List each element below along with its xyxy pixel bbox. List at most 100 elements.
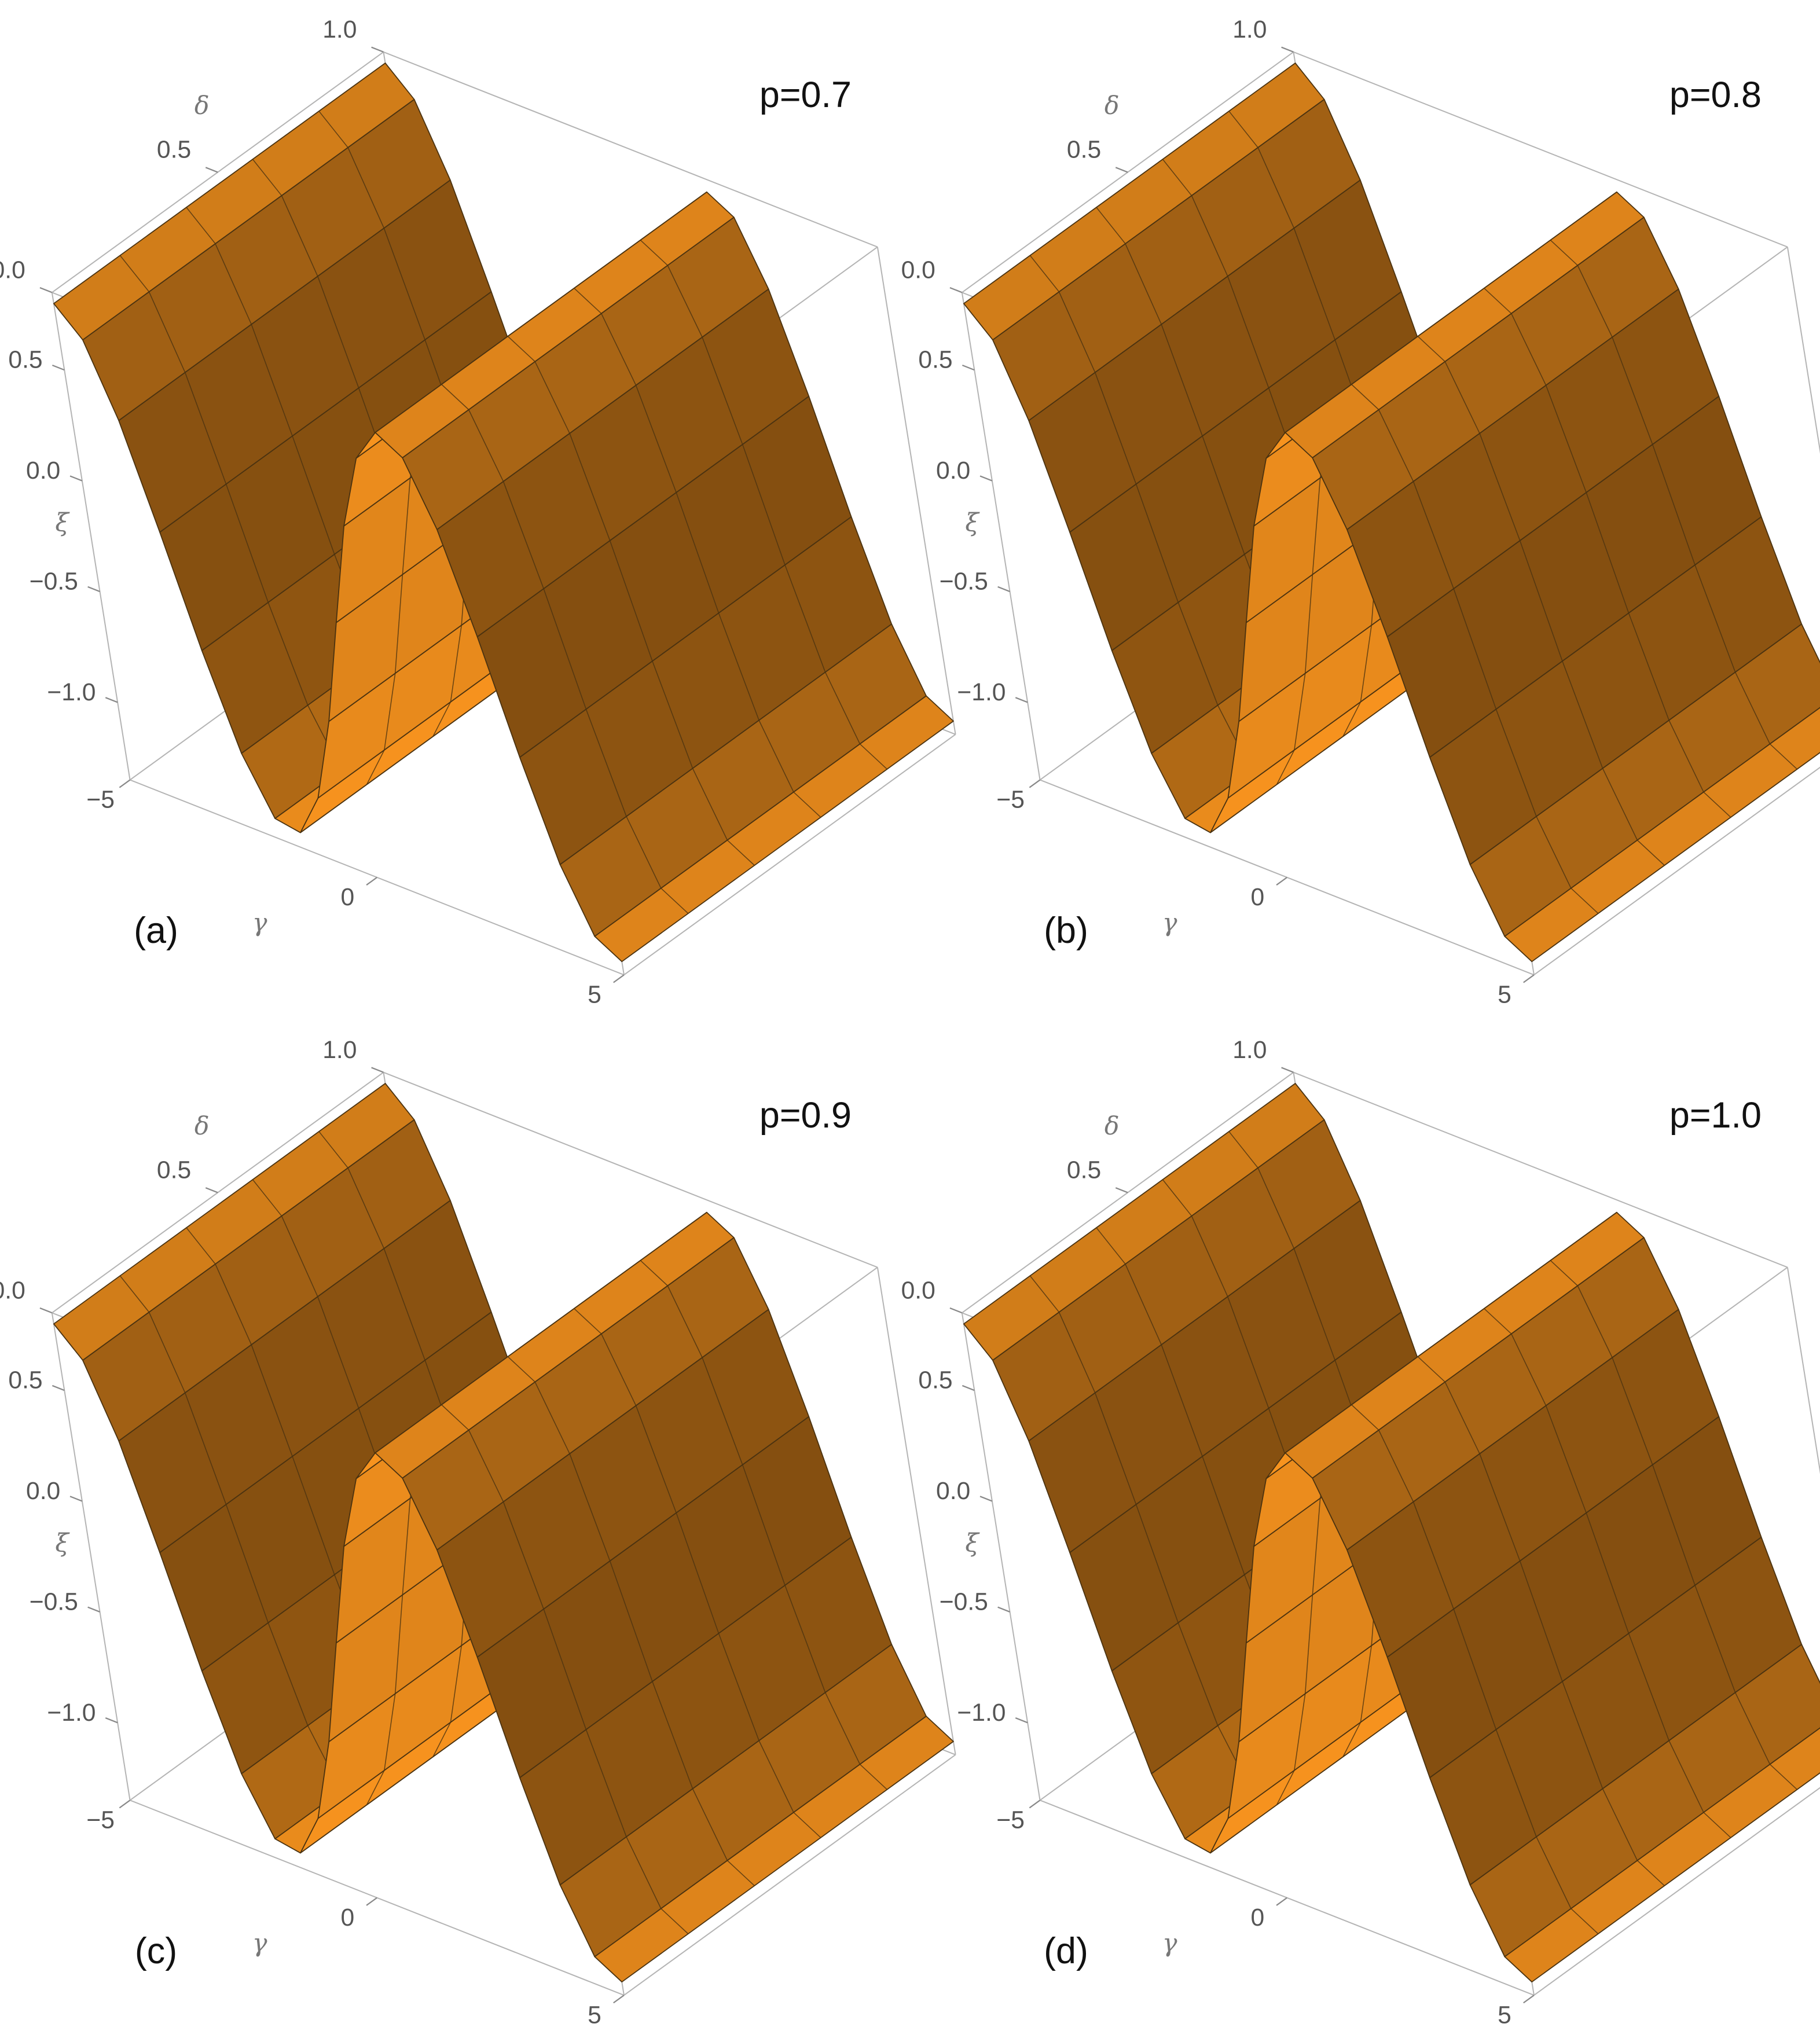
x-tick-label: 0 xyxy=(1250,1904,1264,1931)
mesh-line xyxy=(383,1248,425,1361)
x-tick xyxy=(1276,1897,1287,1906)
y-tick xyxy=(949,287,963,293)
z-tick xyxy=(87,1606,100,1613)
mesh-line xyxy=(534,361,570,434)
mesh-line xyxy=(718,1633,759,1741)
x-tick xyxy=(613,1995,625,2004)
z-tick xyxy=(979,1496,993,1502)
mesh-line xyxy=(718,612,759,721)
mesh-line xyxy=(601,313,637,385)
z-tick-label: 0.0 xyxy=(936,457,970,484)
box-edge xyxy=(1786,1267,1820,1474)
mesh-line xyxy=(1550,1260,1578,1286)
mesh-line xyxy=(1351,384,1379,410)
y-axis-label: δ xyxy=(1105,1112,1120,1141)
mesh-line xyxy=(468,409,504,482)
mesh-line xyxy=(1125,243,1162,325)
x-tick-label: −5 xyxy=(86,786,115,814)
y-tick-label: 1.0 xyxy=(1232,16,1267,43)
mesh-line xyxy=(1135,484,1179,603)
mesh-line xyxy=(601,1334,637,1406)
mesh-line xyxy=(1636,1860,1665,1886)
mesh-line xyxy=(702,337,743,445)
y-tick xyxy=(1281,1067,1294,1073)
mesh-line xyxy=(267,1622,309,1726)
mesh-line xyxy=(402,478,411,575)
mesh-line xyxy=(1417,336,1445,362)
x-tick xyxy=(119,779,131,788)
mesh-line xyxy=(281,1215,318,1297)
x-axis-label: γ xyxy=(252,1929,267,1958)
mesh-line xyxy=(441,1404,469,1431)
mesh-line xyxy=(1227,276,1269,388)
panel-label: (d) xyxy=(1044,1931,1088,1971)
panel-label: (b) xyxy=(1044,910,1088,951)
mesh-line xyxy=(148,1312,186,1393)
y-tick xyxy=(1115,1187,1128,1193)
panel: −5 0 5 0.0 0.5 1.0 0.5 0.0 −0.5 −1.0 γ δ ξ p=0.8 (b) xyxy=(901,16,1820,1008)
surface-patch xyxy=(375,1211,735,1479)
z-axis-label: ξ xyxy=(55,509,70,538)
mesh-line xyxy=(1351,1404,1379,1431)
mesh-line xyxy=(726,1860,755,1886)
mesh-line xyxy=(148,291,186,373)
mesh-line xyxy=(507,1356,535,1383)
mesh-line xyxy=(1293,227,1335,340)
mesh-line xyxy=(1694,564,1736,673)
mesh-line xyxy=(1029,1275,1060,1313)
mesh-line xyxy=(317,1296,359,1409)
mesh-line xyxy=(1479,1453,1521,1562)
x-tick-label: 0 xyxy=(1250,883,1264,911)
x-tick xyxy=(366,876,377,886)
mesh-line xyxy=(1545,385,1587,493)
mesh-line xyxy=(215,243,252,325)
mesh-line xyxy=(292,436,335,554)
z-tick-label: −1.0 xyxy=(47,678,96,706)
mesh-line xyxy=(1096,1227,1126,1265)
y-axis-label: δ xyxy=(1105,91,1120,120)
mesh-line xyxy=(1444,1382,1480,1454)
z-tick-label: 0.5 xyxy=(918,346,952,374)
mesh-line xyxy=(726,839,755,866)
mesh-line xyxy=(318,111,348,148)
x-tick-label: 0 xyxy=(340,1904,354,1931)
mesh-line xyxy=(1094,1393,1137,1505)
mesh-line xyxy=(1545,1405,1587,1514)
mesh-line xyxy=(394,574,403,674)
mesh-line xyxy=(635,1405,677,1514)
mesh-line xyxy=(1294,673,1306,750)
mesh-line xyxy=(402,1498,411,1595)
x-tick xyxy=(1029,1799,1041,1809)
mesh-line xyxy=(676,492,720,614)
mesh-line xyxy=(432,1722,452,1757)
mesh-line xyxy=(1484,288,1512,314)
mesh-line xyxy=(1058,291,1096,373)
mesh-line xyxy=(186,1227,216,1265)
z-tick-label: 0.0 xyxy=(936,1477,970,1505)
mesh-line xyxy=(1586,1512,1630,1634)
y-tick-label: 1.0 xyxy=(322,1036,357,1064)
x-tick-label: −5 xyxy=(996,1806,1025,1834)
z-tick xyxy=(69,1496,83,1502)
mesh-line xyxy=(1612,1357,1653,1465)
mesh-line xyxy=(317,276,359,388)
z-tick-label: 0.0 xyxy=(26,457,60,484)
mesh-line xyxy=(1577,1286,1613,1358)
mesh-line xyxy=(1312,478,1321,575)
mesh-line xyxy=(692,768,728,840)
mesh-line xyxy=(347,1167,385,1249)
mesh-line xyxy=(450,1645,463,1723)
mesh-line xyxy=(1177,1622,1219,1726)
mesh-line xyxy=(1571,888,1599,914)
z-axis-label: ξ xyxy=(55,1529,70,1558)
mesh-line xyxy=(1191,1215,1228,1297)
mesh-line xyxy=(1562,1681,1603,1789)
box-edge xyxy=(876,1267,956,1755)
mesh-line xyxy=(366,750,385,785)
mesh-line xyxy=(251,324,293,436)
box-edge xyxy=(1533,1787,1820,1996)
mesh-line xyxy=(652,1681,693,1789)
x-tick-label: −5 xyxy=(86,1806,115,1834)
z-tick-label: −1.0 xyxy=(957,678,1006,706)
